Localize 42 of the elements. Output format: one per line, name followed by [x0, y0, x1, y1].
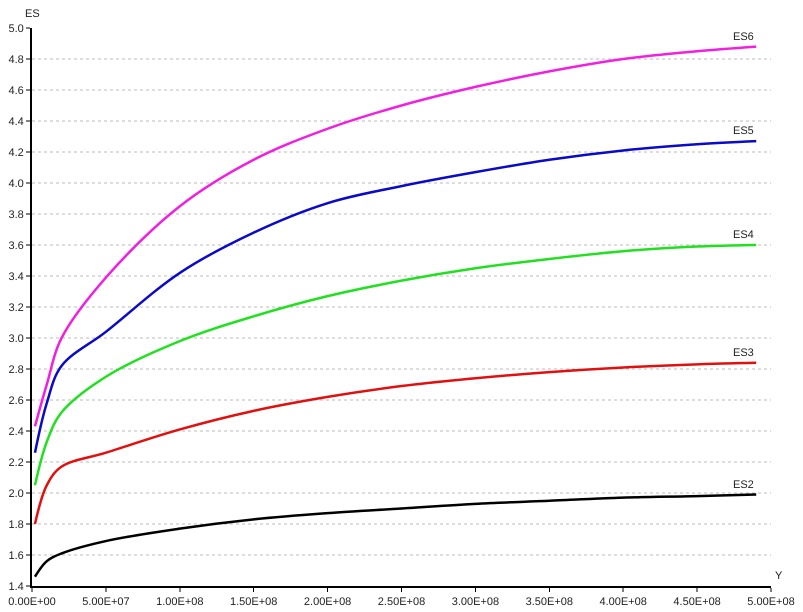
y-tick-label: 2.4 — [8, 426, 24, 438]
series-label: ES2 — [733, 479, 754, 491]
y-tick-label: 1.4 — [8, 580, 24, 593]
y-tick-label: 3.0 — [8, 332, 24, 345]
y-tick-label: 4.2 — [8, 146, 24, 159]
y-tick-label: 3.4 — [8, 270, 24, 283]
x-axis-title: Y — [775, 570, 783, 582]
y-tick-label: 2.2 — [8, 456, 24, 469]
y-tick-label: 2.0 — [8, 488, 24, 500]
x-tick-label: 5.00E+08 — [747, 596, 795, 608]
y-tick-label: 3.8 — [8, 208, 24, 221]
y-tick-label: 3.2 — [8, 302, 24, 314]
y-tick-label: 4.4 — [8, 116, 24, 128]
y-tick-label: 2.8 — [8, 364, 24, 376]
series-label: ES3 — [733, 347, 754, 359]
x-tick-label: 2.50E+08 — [378, 596, 426, 608]
x-tick-label: 1.50E+08 — [230, 596, 278, 608]
line-series — [34, 362, 758, 526]
x-tick-label: 3.00E+08 — [452, 596, 500, 608]
y-tick-label: 1.6 — [8, 550, 24, 562]
y-tick-label: 5.0 — [8, 22, 24, 35]
x-tick-label: 5.00E+07 — [82, 596, 130, 608]
y-axis-title: ES — [25, 8, 40, 20]
x-tick-label: 1.00E+08 — [156, 596, 204, 608]
line-series — [34, 140, 758, 454]
series-label: ES6 — [733, 31, 754, 43]
y-tick-label: 4.0 — [8, 178, 24, 190]
x-tick-label: 4.00E+08 — [599, 596, 647, 608]
x-tick-label: 2.00E+08 — [304, 596, 352, 608]
y-tick-label: 1.8 — [8, 518, 24, 531]
line-series — [34, 493, 758, 578]
y-tick-label: 4.6 — [8, 84, 24, 97]
x-tick-label: 0.00E+00 — [8, 596, 56, 608]
line-series — [34, 45, 758, 428]
series-label: ES5 — [733, 125, 754, 137]
y-tick-label: 4.8 — [8, 54, 24, 66]
line-series — [34, 244, 758, 486]
y-tick-label: 2.6 — [8, 394, 24, 407]
series-label: ES4 — [733, 229, 754, 241]
x-tick-label: 4.50E+08 — [673, 596, 721, 608]
y-tick-label: 3.6 — [8, 240, 24, 252]
x-tick-label: 3.50E+08 — [526, 596, 574, 608]
